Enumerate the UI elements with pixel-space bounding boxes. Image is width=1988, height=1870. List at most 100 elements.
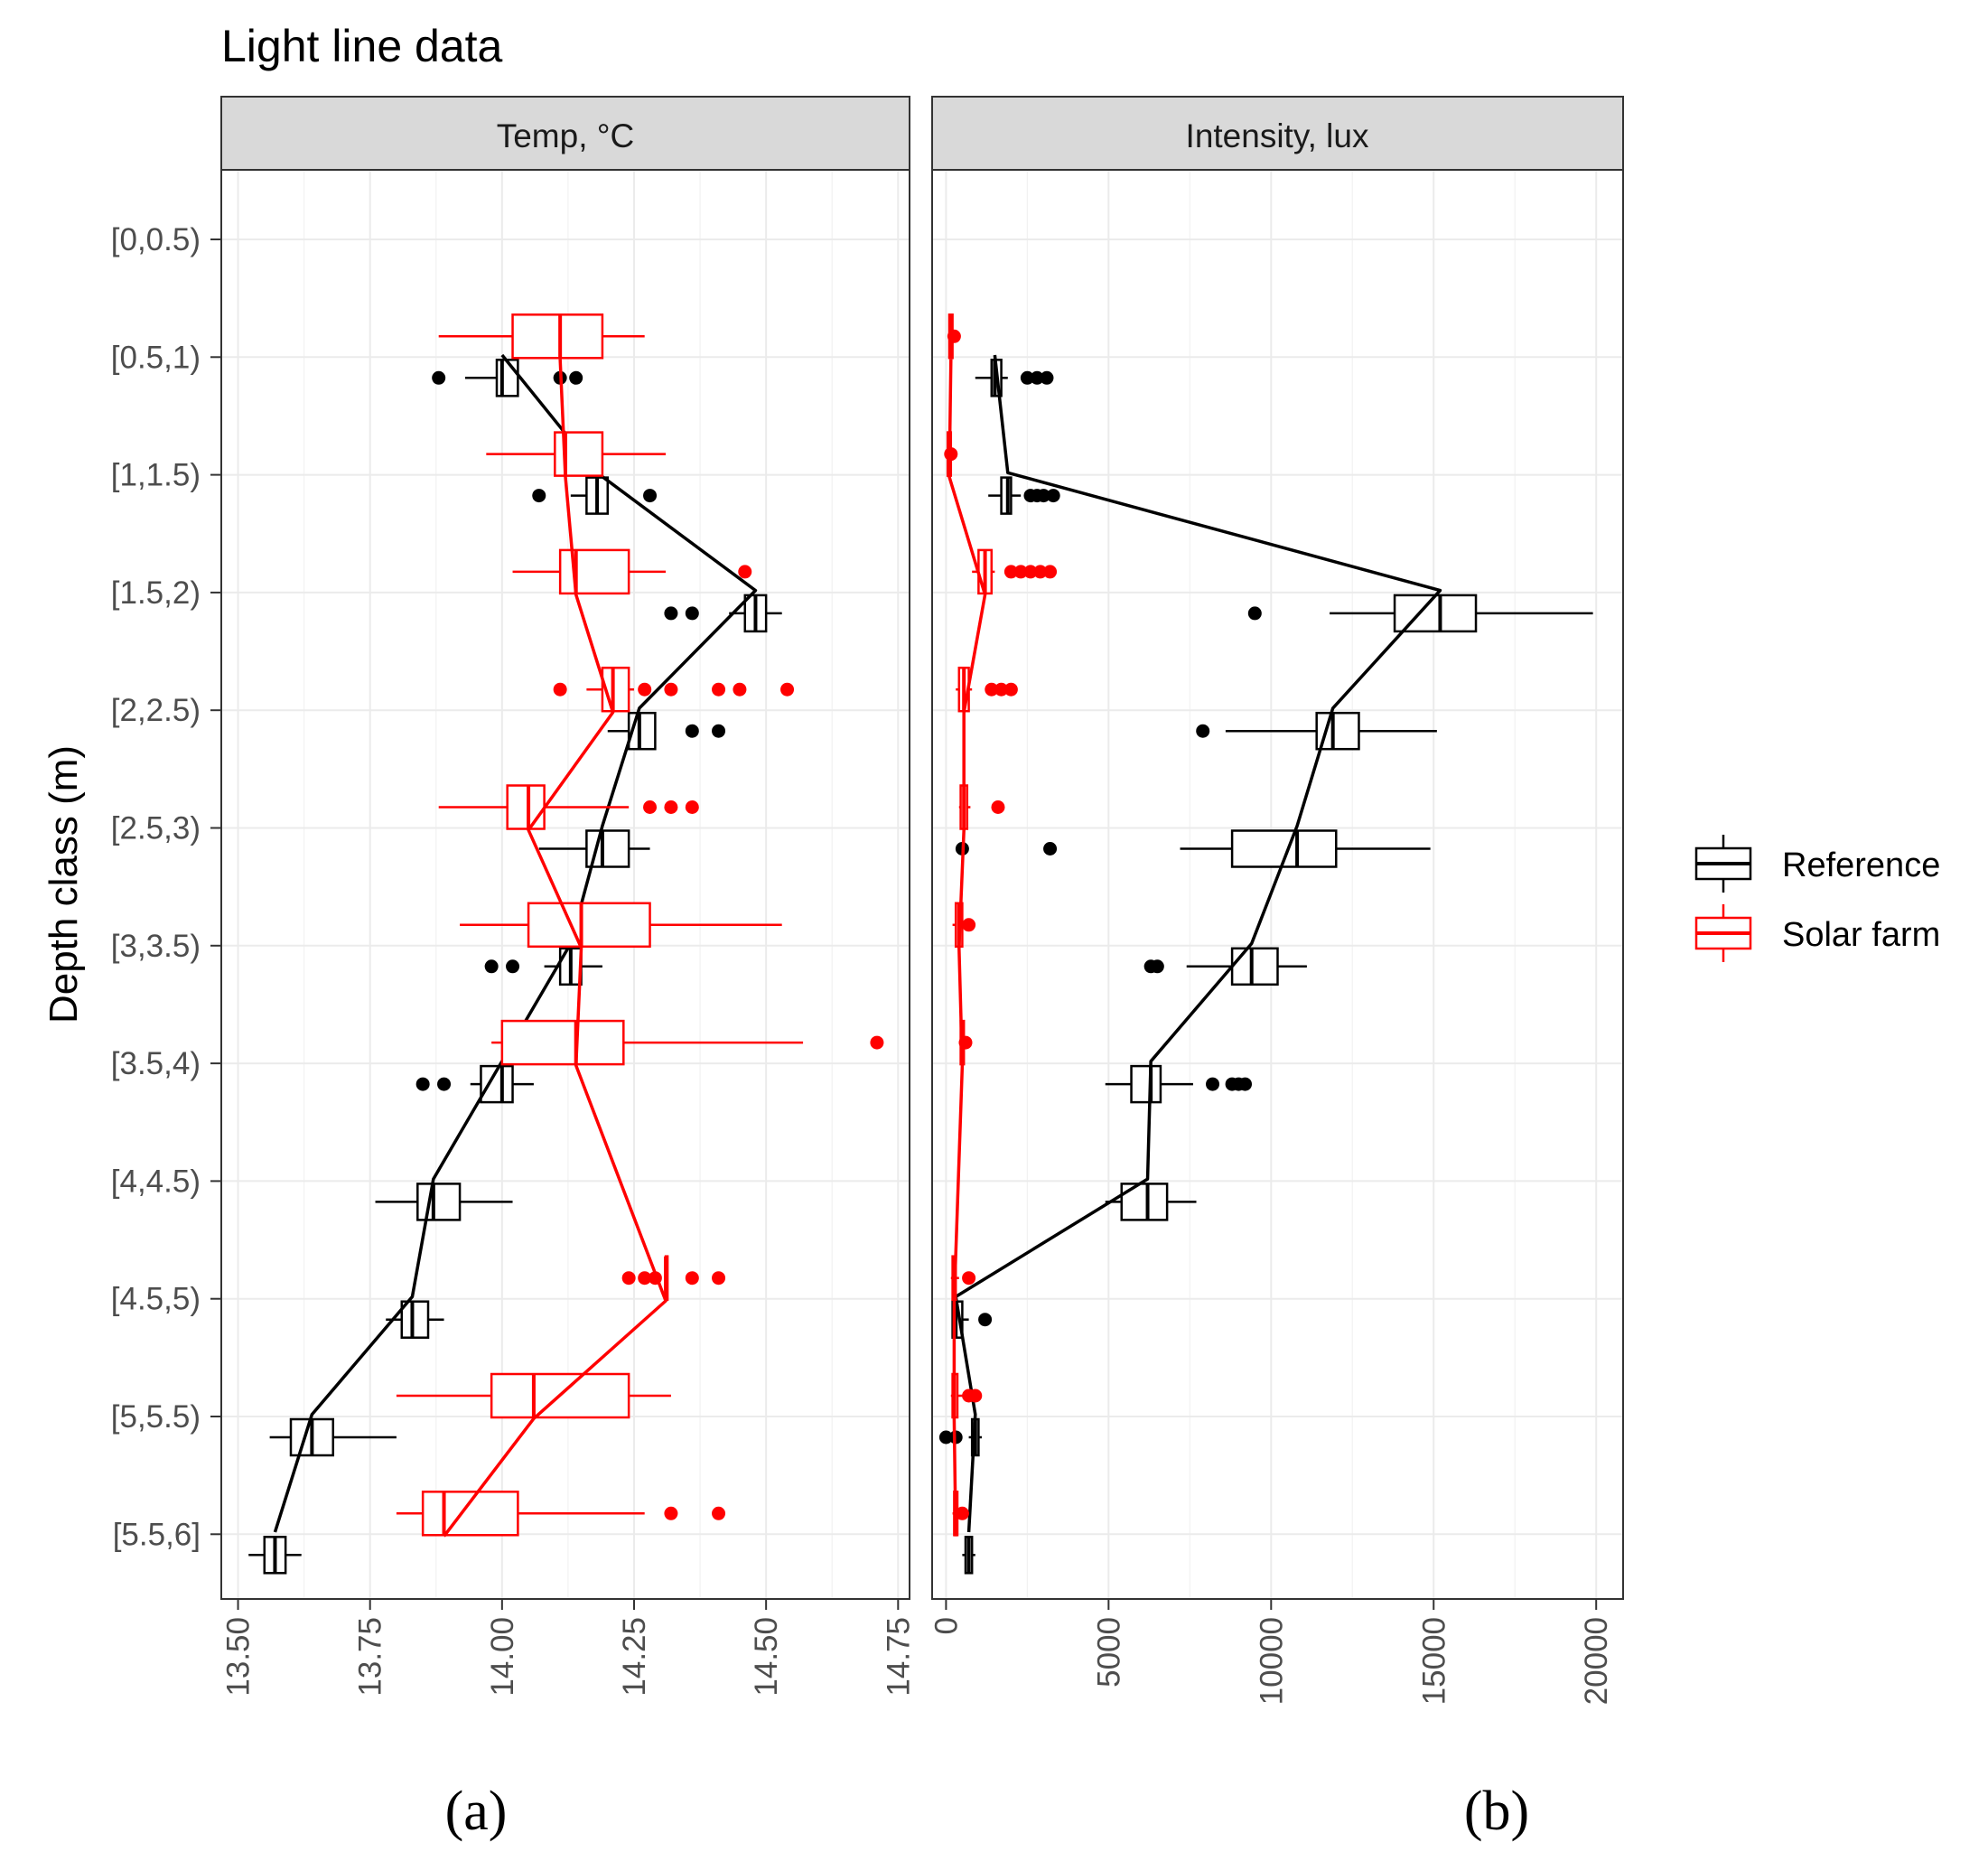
- boxplot-depth-3: [664, 594, 782, 633]
- iqr-box: [527, 902, 651, 949]
- outlier-point: [738, 565, 752, 579]
- chart-title: Light line data: [221, 21, 503, 71]
- legend-label-reference: Reference: [1782, 846, 1940, 884]
- boxplot-depth-5: [955, 829, 1431, 868]
- outlier-point: [685, 606, 699, 621]
- boxplot-depth-10: [396, 1372, 671, 1419]
- iqr-box: [1130, 1064, 1162, 1104]
- boxplot-depth-6: [484, 947, 602, 986]
- panel-b-strip: [931, 96, 1624, 171]
- panel-a-data: [248, 313, 884, 1575]
- y-tick-label: [2,2.5): [111, 693, 201, 728]
- y-tick-label: [3.5,4): [111, 1046, 201, 1081]
- boxplot-depth-3: [972, 548, 1058, 595]
- outlier-point: [1196, 724, 1210, 738]
- outlier-point: [1013, 565, 1028, 579]
- iqr-box: [601, 666, 630, 713]
- x-tick-label: 15000: [1416, 1617, 1451, 1705]
- boxplot-depth-1: [975, 359, 1054, 397]
- boxplot-depth-2: [532, 476, 658, 515]
- y-tick-label: [4.5,5): [111, 1282, 201, 1317]
- series-solar-farm: [944, 313, 1058, 1537]
- x-tick-label: 14.50: [749, 1617, 784, 1697]
- panel-a-border: [220, 169, 910, 1600]
- boxplot-depth-9: [621, 1255, 726, 1301]
- outlier-point: [638, 1271, 652, 1286]
- outlier-point: [685, 724, 699, 738]
- iqr-box: [480, 1064, 514, 1104]
- panel-a-x-axis: 13.50 13.75 14.00 14.25 14.50 14.75: [221, 1599, 916, 1697]
- outlier-point: [712, 682, 726, 697]
- legend-key-reference: [1694, 835, 1752, 893]
- outlier-point: [733, 682, 747, 697]
- series-solar-farm: [396, 313, 884, 1538]
- x-tick-label: 10000: [1254, 1617, 1289, 1705]
- iqr-box: [421, 1491, 519, 1537]
- outlier-point: [553, 682, 567, 697]
- boxplot-depth-5: [958, 784, 1005, 830]
- boxplot-depth-5: [438, 784, 699, 830]
- outlier-point: [643, 489, 658, 503]
- outlier-point: [638, 682, 652, 697]
- outlier-point: [1043, 842, 1058, 856]
- outlier-point: [712, 724, 726, 738]
- boxplot-depth-8: [1105, 1183, 1197, 1221]
- outlier-point: [685, 1271, 699, 1286]
- outlier-point: [1033, 565, 1048, 579]
- x-tick-label: 13.75: [353, 1617, 388, 1697]
- iqr-box: [495, 359, 519, 397]
- boxplot-depth-4: [553, 666, 795, 713]
- outlier-point: [437, 1077, 452, 1091]
- outlier-point: [1023, 565, 1038, 579]
- gridlines-layer: [221, 170, 1623, 1599]
- panel-b-x-axis: 0 5000 10000 15000 20000: [929, 1599, 1614, 1705]
- outlier-point: [685, 800, 699, 814]
- x-tick-label: 0: [929, 1617, 964, 1634]
- y-axis-title: Depth class (m): [42, 745, 86, 1024]
- iqr-box: [511, 313, 604, 360]
- outlier-point: [1247, 606, 1262, 621]
- outlier-point: [506, 959, 520, 974]
- boxplot-depth-7: [1105, 1064, 1253, 1104]
- outlier-point: [664, 606, 678, 621]
- y-tick-label: [0.5,1): [111, 340, 201, 375]
- x-tick-label: 14.75: [881, 1617, 916, 1697]
- x-tick-label: 20000: [1579, 1617, 1614, 1705]
- boxplot-depth-7: [491, 1019, 884, 1066]
- iqr-box: [416, 1183, 462, 1221]
- boxplot-depth-8: [375, 1183, 513, 1221]
- outlier-point: [938, 1430, 953, 1445]
- y-tick-label: [3,3.5): [111, 929, 201, 964]
- iqr-box: [554, 431, 604, 477]
- outlier-point: [1003, 565, 1018, 579]
- outlier-point: [643, 800, 658, 814]
- outlier-point: [962, 918, 976, 932]
- outlier-point: [780, 682, 795, 697]
- boxplot-depth-11: [396, 1491, 726, 1537]
- outlier-point: [985, 682, 999, 697]
- panel-b-data: [938, 313, 1593, 1575]
- outlier-point: [415, 1077, 430, 1091]
- legend: Reference Solar farm: [1694, 835, 1940, 962]
- y-axis: [0,0.5) [0.5,1) [1,1.5) [1.5,2) [2,2.5) [2.5,…: [111, 222, 221, 1552]
- iqr-box: [506, 784, 546, 830]
- boxplot-depth-9: [386, 1300, 444, 1339]
- boxplot-depth-6: [1143, 947, 1307, 986]
- panel-a-strip-label: Temp, °C: [497, 117, 635, 154]
- outlier-point: [968, 1388, 983, 1403]
- outlier-point: [532, 489, 546, 503]
- outlier-point: [955, 1506, 969, 1520]
- panel-b-strip-label: Intensity, lux: [1186, 117, 1369, 154]
- outlier-point: [1030, 370, 1044, 385]
- outlier-point: [484, 959, 499, 974]
- outlier-point: [712, 1271, 726, 1286]
- panel-a-label: (a): [445, 1781, 508, 1842]
- median-trend-line: [954, 354, 1442, 1533]
- boxplot-depth-11: [962, 1536, 975, 1575]
- median-trend-line: [443, 359, 667, 1538]
- panel-b-gridlines: [932, 170, 1623, 1599]
- legend-key-solar-farm: [1694, 904, 1752, 962]
- outlier-point: [1036, 489, 1050, 503]
- outlier-point: [870, 1035, 884, 1050]
